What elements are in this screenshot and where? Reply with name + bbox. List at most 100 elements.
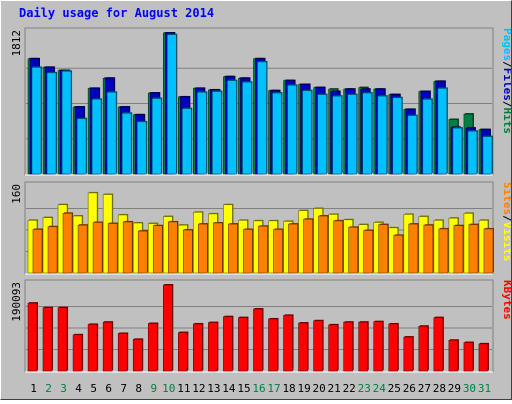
bar <box>328 324 338 372</box>
bar <box>467 130 478 175</box>
bar-visits-sites-3 <box>62 212 74 274</box>
bar-kbytes-kbytes-14 <box>223 315 234 372</box>
bar-kbytes-kbytes-19 <box>298 322 309 372</box>
bar <box>92 222 103 274</box>
bar-hits-pages-11 <box>182 107 193 175</box>
bar-hits-pages-19 <box>302 89 313 175</box>
bar-visits-sites-6 <box>107 222 119 274</box>
bar <box>122 221 133 274</box>
bar <box>151 98 162 175</box>
bar <box>193 323 203 372</box>
bar-kbytes-kbytes-5 <box>87 323 99 372</box>
panel-kbytes: 190093 KBytes <box>10 279 512 373</box>
bar-visits-sites-29 <box>453 224 464 274</box>
bar <box>167 221 178 274</box>
bar-kbytes-kbytes-9 <box>147 322 159 372</box>
bar <box>363 230 374 274</box>
legend-label: / <box>501 101 511 108</box>
bar <box>223 316 233 372</box>
bar <box>272 92 282 175</box>
x-tick-label: 29 <box>448 382 461 395</box>
bar <box>243 229 253 274</box>
legend-label: / <box>501 61 511 68</box>
bar-kbytes-kbytes-26 <box>403 336 414 372</box>
bar <box>227 80 237 175</box>
bar-kbytes-kbytes-2 <box>42 306 54 372</box>
bar <box>162 284 173 372</box>
x-tick-label: 28 <box>433 382 446 395</box>
bar-hits-pages-6 <box>106 91 118 175</box>
x-tick-label: 11 <box>177 382 190 395</box>
bar-visits-sites-27 <box>423 224 434 274</box>
x-tick-label: 23 <box>358 382 371 395</box>
bar <box>132 339 143 372</box>
bar <box>147 323 158 372</box>
bar-visits-sites-8 <box>137 230 149 274</box>
bar-kbytes-kbytes-31 <box>478 342 489 372</box>
bar-hits-pages-7 <box>121 112 133 175</box>
bar-visits-sites-10 <box>167 220 179 274</box>
bar-kbytes-kbytes-8 <box>132 338 144 372</box>
bar <box>87 324 98 372</box>
bar <box>358 321 369 372</box>
bar <box>242 81 252 175</box>
bar-kbytes-kbytes-28 <box>433 316 444 372</box>
x-tick-label: 17 <box>267 382 280 395</box>
bar <box>76 118 87 175</box>
bar <box>378 224 389 274</box>
bar-visits-sites-4 <box>77 224 89 274</box>
bar <box>317 94 327 175</box>
bar <box>198 223 208 274</box>
bar <box>46 72 57 175</box>
bar <box>388 323 399 372</box>
x-tick-label: 26 <box>403 382 416 395</box>
bar-kbytes-kbytes-22 <box>343 321 354 372</box>
x-tick-label: 9 <box>150 382 157 395</box>
bar-hits-pages-20 <box>317 93 328 175</box>
legend-label: Pages <box>501 28 511 61</box>
bar-visits-sites-24 <box>378 223 389 274</box>
bar-kbytes-kbytes-12 <box>193 322 204 372</box>
bar <box>137 230 148 274</box>
bar <box>152 225 163 274</box>
y-max-label: 1812 <box>10 30 23 57</box>
bar-visits-sites-1 <box>32 228 43 274</box>
bar <box>303 218 313 274</box>
legend-label: KBytes <box>501 280 511 320</box>
bar <box>333 220 343 274</box>
bar-visits-sites-18 <box>288 223 299 274</box>
x-tick-label: 7 <box>120 382 127 395</box>
x-tick-label: 19 <box>297 382 310 395</box>
bar-kbytes-kbytes-18 <box>283 314 294 372</box>
bar-hits-pages-22 <box>347 93 358 175</box>
bar-hits-pages-26 <box>407 114 418 175</box>
bar-kbytes-kbytes-23 <box>358 321 369 372</box>
bar <box>298 322 308 372</box>
bar-hits-pages-29 <box>452 127 463 175</box>
bar-kbytes-kbytes-30 <box>463 341 474 372</box>
bar <box>423 224 434 274</box>
bar-visits-sites-11 <box>183 229 194 274</box>
bar <box>121 113 132 175</box>
bar-hits-pages-31 <box>482 135 493 175</box>
bar <box>77 224 88 274</box>
bar <box>238 317 248 372</box>
bar-hits-pages-13 <box>212 90 223 175</box>
x-tick-label: 1 <box>30 382 37 395</box>
panel-visits: 160 Sites/Visits <box>10 181 512 275</box>
bar <box>408 223 419 274</box>
bar <box>407 115 418 175</box>
bar-hits-pages-4 <box>76 117 88 175</box>
x-tick-label: 24 <box>373 382 387 395</box>
bar-hits-pages-23 <box>362 92 373 175</box>
bar-visits-sites-20 <box>318 215 329 274</box>
bar-visits-sites-19 <box>303 218 314 274</box>
bar <box>393 235 404 274</box>
bar-visits-sites-9 <box>152 224 164 274</box>
bar <box>213 222 223 274</box>
bar <box>288 223 298 274</box>
bar-kbytes-kbytes-11 <box>178 331 189 372</box>
bar <box>448 339 459 372</box>
bar-kbytes-kbytes-24 <box>373 320 384 372</box>
